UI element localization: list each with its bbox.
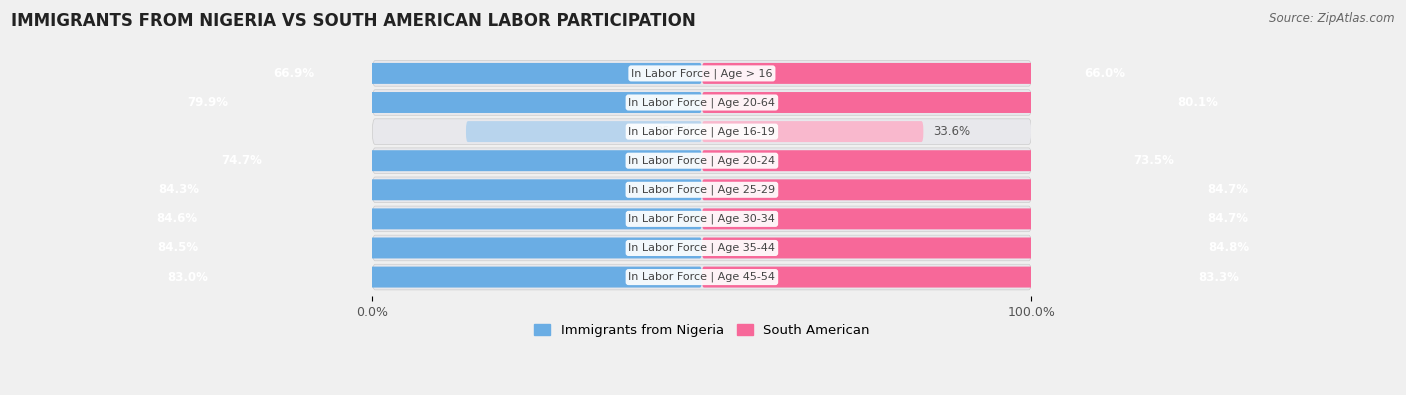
Text: 83.0%: 83.0% bbox=[167, 271, 208, 284]
FancyBboxPatch shape bbox=[155, 267, 702, 288]
FancyBboxPatch shape bbox=[373, 119, 1032, 145]
Text: 84.6%: 84.6% bbox=[156, 213, 197, 226]
FancyBboxPatch shape bbox=[262, 63, 702, 84]
Text: 74.7%: 74.7% bbox=[222, 154, 263, 167]
Text: In Labor Force | Age > 16: In Labor Force | Age > 16 bbox=[631, 68, 773, 79]
FancyBboxPatch shape bbox=[373, 206, 1032, 232]
Text: 84.5%: 84.5% bbox=[157, 241, 198, 254]
FancyBboxPatch shape bbox=[702, 237, 1261, 258]
FancyBboxPatch shape bbox=[373, 148, 1032, 173]
FancyBboxPatch shape bbox=[373, 235, 1032, 261]
FancyBboxPatch shape bbox=[702, 267, 1251, 288]
Text: 73.5%: 73.5% bbox=[1133, 154, 1174, 167]
Text: 66.0%: 66.0% bbox=[1084, 67, 1125, 80]
FancyBboxPatch shape bbox=[373, 177, 1032, 203]
Text: 84.3%: 84.3% bbox=[159, 183, 200, 196]
Legend: Immigrants from Nigeria, South American: Immigrants from Nigeria, South American bbox=[529, 319, 875, 342]
FancyBboxPatch shape bbox=[702, 92, 1230, 113]
FancyBboxPatch shape bbox=[702, 121, 924, 142]
FancyBboxPatch shape bbox=[145, 209, 702, 229]
FancyBboxPatch shape bbox=[702, 150, 1187, 171]
Text: 66.9%: 66.9% bbox=[273, 67, 314, 80]
Text: 84.7%: 84.7% bbox=[1208, 183, 1249, 196]
FancyBboxPatch shape bbox=[465, 121, 702, 142]
Text: In Labor Force | Age 30-34: In Labor Force | Age 30-34 bbox=[628, 214, 775, 224]
Text: Source: ZipAtlas.com: Source: ZipAtlas.com bbox=[1270, 12, 1395, 25]
FancyBboxPatch shape bbox=[373, 90, 1032, 115]
Text: 80.1%: 80.1% bbox=[1177, 96, 1218, 109]
FancyBboxPatch shape bbox=[373, 264, 1032, 290]
Text: 84.8%: 84.8% bbox=[1208, 241, 1249, 254]
Text: 84.7%: 84.7% bbox=[1208, 213, 1249, 226]
Text: 83.3%: 83.3% bbox=[1198, 271, 1239, 284]
FancyBboxPatch shape bbox=[373, 60, 1032, 86]
Text: 79.9%: 79.9% bbox=[187, 96, 228, 109]
Text: In Labor Force | Age 16-19: In Labor Force | Age 16-19 bbox=[628, 126, 775, 137]
FancyBboxPatch shape bbox=[702, 209, 1260, 229]
FancyBboxPatch shape bbox=[176, 92, 702, 113]
Text: 33.6%: 33.6% bbox=[934, 125, 970, 138]
FancyBboxPatch shape bbox=[209, 150, 702, 171]
FancyBboxPatch shape bbox=[702, 63, 1137, 84]
Text: IMMIGRANTS FROM NIGERIA VS SOUTH AMERICAN LABOR PARTICIPATION: IMMIGRANTS FROM NIGERIA VS SOUTH AMERICA… bbox=[11, 12, 696, 30]
Text: In Labor Force | Age 25-29: In Labor Force | Age 25-29 bbox=[628, 184, 776, 195]
FancyBboxPatch shape bbox=[145, 237, 702, 258]
Text: In Labor Force | Age 45-54: In Labor Force | Age 45-54 bbox=[628, 272, 776, 282]
FancyBboxPatch shape bbox=[146, 179, 702, 200]
Text: In Labor Force | Age 20-24: In Labor Force | Age 20-24 bbox=[628, 156, 776, 166]
Text: In Labor Force | Age 35-44: In Labor Force | Age 35-44 bbox=[628, 243, 776, 253]
Text: 35.8%: 35.8% bbox=[655, 125, 692, 138]
Text: In Labor Force | Age 20-64: In Labor Force | Age 20-64 bbox=[628, 97, 776, 108]
FancyBboxPatch shape bbox=[702, 179, 1260, 200]
